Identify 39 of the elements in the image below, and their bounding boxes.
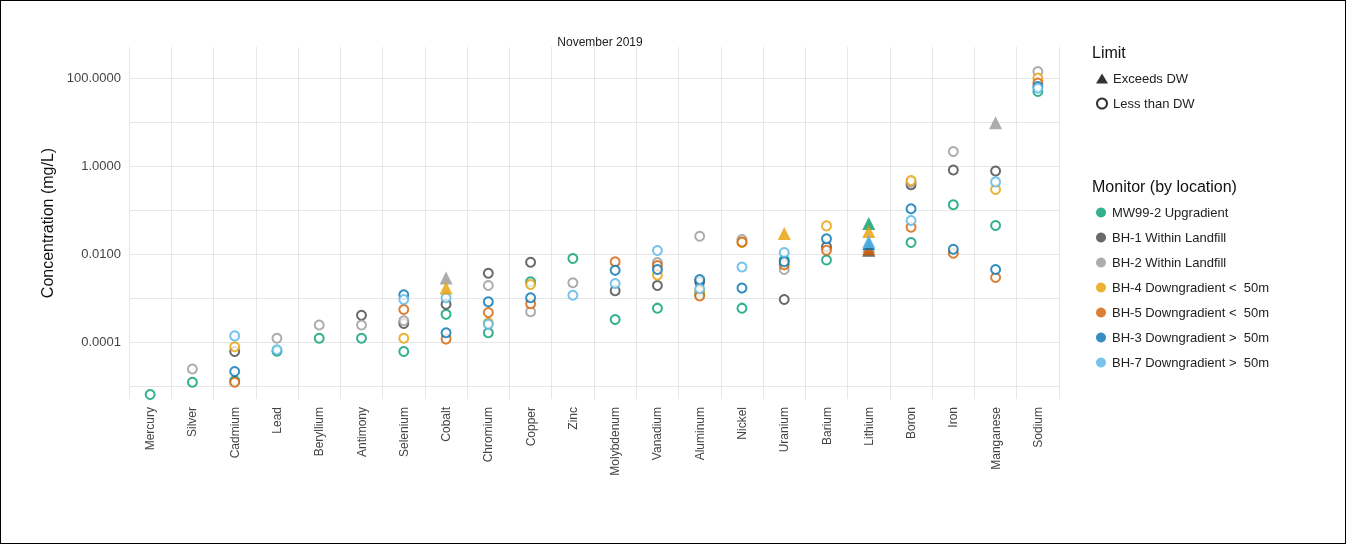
- x-tick-label: Zinc: [565, 407, 580, 430]
- x-tick-label: Cobalt: [439, 406, 454, 442]
- x-tick-label: Molybdenum: [608, 407, 623, 476]
- x-tick-label: Sodium: [1030, 407, 1045, 448]
- x-tick-label: Copper: [523, 407, 538, 447]
- y-axis-title: Concentration (mg/L): [39, 147, 57, 299]
- x-tick-label: Silver: [185, 407, 200, 438]
- text: Limit: [1092, 43, 1126, 61]
- legend-label: Less than DW: [1113, 96, 1196, 111]
- x-tick-label: Uranium: [777, 407, 792, 453]
- x-tick-label: Lithium: [861, 407, 876, 446]
- x-tick-label: Vanadium: [650, 407, 665, 461]
- x-tick-label: Cadmium: [227, 407, 242, 459]
- x-tick-label: Lead: [269, 407, 284, 434]
- legend-label: BH-7 Downgradient > 50m: [1112, 355, 1270, 370]
- chart-title: November 2019: [557, 35, 644, 49]
- legend-label: BH-5 Downgradient < 50m: [1112, 305, 1270, 320]
- x-tick-label: Nickel: [734, 407, 749, 440]
- x-tick-label: Beryllium: [312, 407, 327, 457]
- x-tick-label: Aluminum: [692, 407, 707, 461]
- legend-label: BH-2 Within Landfill: [1112, 255, 1227, 270]
- x-tick-label: Selenium: [396, 407, 411, 458]
- x-tick-label: Chromium: [481, 407, 496, 463]
- text: Monitor (by location): [1092, 177, 1237, 195]
- y-tick-label: 100.0000: [66, 70, 121, 86]
- legend-label: BH-3 Downgradient > 50m: [1112, 330, 1270, 345]
- legend-label: Exceeds DW: [1113, 71, 1189, 86]
- y-tick-label: 1.0000: [81, 158, 121, 174]
- legend-label: BH-1 Within Landfill: [1112, 230, 1227, 245]
- x-tick-label: Mercury: [143, 407, 158, 451]
- x-tick-label: Iron: [946, 407, 961, 428]
- x-tick-label: Barium: [819, 407, 834, 446]
- y-tick-label: 0.0001: [81, 334, 121, 350]
- x-tick-label: Manganese: [988, 406, 1003, 470]
- x-tick-label: Boron: [904, 407, 919, 440]
- x-tick-label: Antimony: [354, 407, 369, 458]
- legend-label: BH-4 Downgradient < 50m: [1112, 280, 1270, 295]
- legend-label: MW99-2 Upgradient: [1112, 205, 1229, 220]
- y-tick-label: 0.0100: [81, 246, 121, 262]
